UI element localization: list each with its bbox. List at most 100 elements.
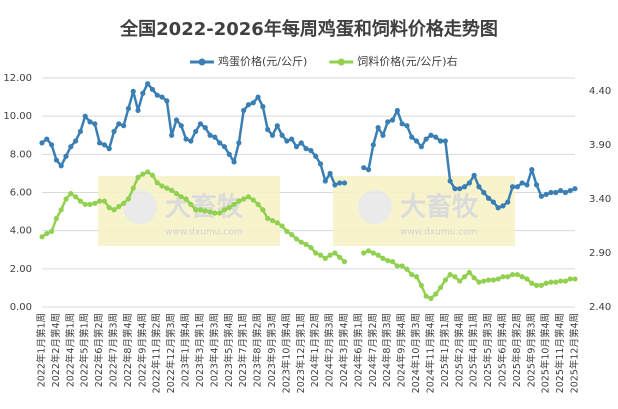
data-point [212, 210, 218, 216]
data-point [58, 163, 64, 169]
data-point [322, 178, 328, 184]
data-point [188, 138, 194, 144]
x-tick-label: 2023年4月第3周 [208, 313, 220, 387]
data-point [63, 196, 69, 202]
data-point [332, 250, 338, 256]
data-point [423, 293, 429, 299]
data-point [394, 107, 400, 114]
data-point [481, 278, 487, 284]
x-tick-label: 2025年1月第1周 [439, 313, 451, 387]
data-point [125, 196, 132, 202]
data-point [265, 126, 271, 133]
data-point [317, 252, 324, 258]
x-tick-label: 2023年10月第4周 [280, 313, 292, 393]
data-point [221, 144, 228, 150]
data-point [543, 191, 549, 198]
data-point [284, 138, 290, 144]
x-tick-label: 2025年11月第4周 [554, 313, 566, 393]
data-point [49, 142, 55, 148]
legend-label: 饲料价格(元/公斤)右 [357, 54, 457, 68]
data-point [361, 165, 367, 171]
data-point [461, 184, 468, 190]
data-point [274, 123, 280, 129]
data-point [485, 195, 492, 201]
y-tick-label: 6.00 [10, 188, 32, 199]
x-tick-label: 2022年7月第3周 [108, 313, 120, 387]
x-tick-label: 2023年8月第2周 [252, 313, 264, 387]
data-point [557, 187, 564, 194]
data-point [495, 205, 501, 211]
data-point [193, 207, 199, 213]
data-point [39, 234, 45, 240]
data-point [63, 153, 69, 159]
data-point [226, 151, 232, 157]
data-point [418, 144, 424, 150]
data-point [437, 138, 444, 144]
data-point [370, 142, 376, 148]
data-point [298, 239, 304, 245]
data-point [452, 274, 458, 280]
y-tick-label: 10.00 [3, 111, 32, 122]
data-point [457, 186, 463, 192]
data-point [164, 185, 170, 191]
data-point [260, 104, 266, 110]
data-point [255, 94, 261, 100]
data-point [284, 228, 290, 234]
data-point [183, 196, 189, 202]
data-point [529, 167, 535, 173]
data-point [461, 274, 468, 280]
data-point [500, 203, 506, 209]
data-point [341, 180, 348, 186]
data-point [452, 186, 458, 192]
data-point [106, 146, 112, 152]
data-point [447, 271, 453, 278]
data-point [197, 207, 204, 213]
data-point [538, 282, 544, 288]
data-point [557, 278, 564, 284]
chart-title: 全国2022-2026年每周鸡蛋和饲料价格走势图 [119, 18, 498, 40]
x-tick-label: 2022年11月第2周 [151, 313, 163, 393]
x-tick-label: 2025年4月第1周 [468, 313, 480, 387]
x-tick-label: 2025年2月第4周 [453, 313, 465, 387]
data-point [409, 134, 415, 140]
x-tick-label: 2024年11月第4周 [424, 313, 436, 393]
data-point [39, 140, 45, 146]
x-tick-label: 2024年6月第1周 [352, 313, 364, 387]
x-tick-label: 2024年7月第2周 [367, 313, 379, 387]
x-tick-label: 2025年8月第2周 [511, 313, 523, 387]
watermark-logo [123, 190, 157, 224]
data-point [260, 207, 266, 213]
data-point [293, 236, 300, 242]
data-point [519, 180, 525, 186]
data-point [538, 193, 544, 199]
data-point [178, 123, 184, 129]
data-point [437, 284, 444, 291]
data-point [121, 123, 127, 129]
data-point [404, 266, 410, 272]
data-point [365, 167, 372, 173]
legend-marker [337, 58, 345, 66]
data-point [423, 136, 429, 142]
data-point [567, 187, 573, 194]
x-tick-label: 2023年12月第1周 [295, 313, 307, 393]
data-point [341, 259, 348, 265]
data-point [173, 190, 180, 197]
data-point [159, 183, 165, 189]
data-point [375, 252, 381, 258]
data-point [433, 291, 439, 297]
y-tick-label: 0.00 [10, 302, 32, 313]
x-tick-label: 2022年8月第4周 [122, 313, 134, 387]
data-point [514, 184, 520, 190]
data-point [145, 81, 151, 87]
data-point [101, 142, 108, 148]
data-point [145, 169, 151, 175]
data-point [121, 200, 127, 206]
x-tick-label: 2024年8月第3周 [381, 313, 393, 387]
data-point [188, 201, 194, 207]
data-point [207, 209, 213, 215]
data-point [245, 102, 252, 108]
data-point [375, 125, 381, 131]
data-point [337, 254, 343, 260]
data-point [428, 132, 434, 138]
data-point [337, 180, 343, 186]
